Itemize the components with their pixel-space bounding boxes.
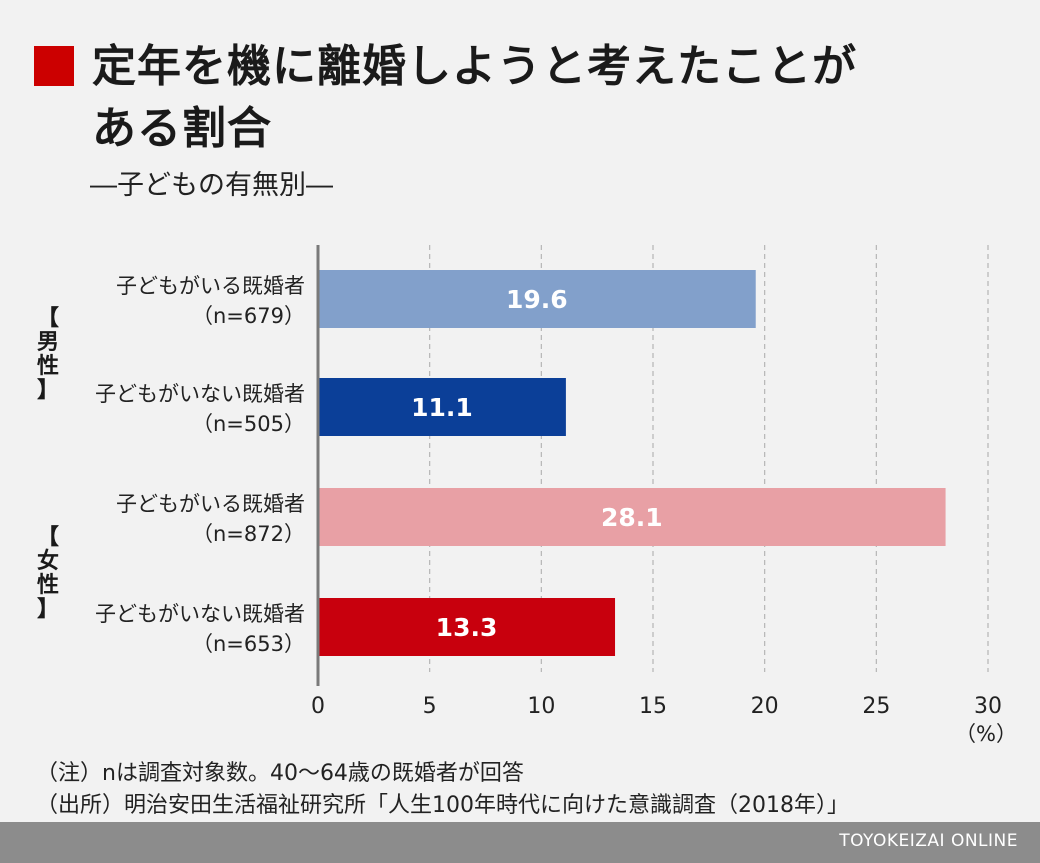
category-label: 子どもがいない既婚者 — [95, 602, 305, 626]
x-tick-label: 5 — [423, 694, 437, 719]
bar — [318, 270, 756, 328]
footer-bar: TOYOKEIZAI ONLINE — [0, 822, 1040, 863]
note-sample: （注）nは調査対象数。40〜64歳の既婚者が回答 — [36, 761, 524, 786]
bar-value-label: 11.1 — [411, 393, 473, 422]
category-sample-size: （n=679） — [192, 304, 305, 328]
title-accent-square — [34, 46, 74, 86]
chart-title: 定年を機に離婚しようと考えたことが ある割合 — [92, 41, 857, 154]
chart-subtitle: ―子どもの有無別― — [90, 170, 333, 201]
x-tick-label: 20 — [751, 694, 779, 719]
x-unit-label: （%） — [955, 722, 1017, 746]
group-label: 【男性】 — [37, 306, 59, 403]
category-label: 子どもがいない既婚者 — [95, 382, 305, 406]
group-label: 【女性】 — [37, 525, 59, 622]
note-source: （出所）明治安田生活福祉研究所「人生100年時代に向けた意識調査（2018年）」 — [36, 793, 849, 818]
bar-value-label: 19.6 — [506, 285, 568, 314]
x-tick-label: 0 — [311, 694, 325, 719]
category-sample-size: （n=505） — [192, 412, 305, 436]
bar — [318, 488, 946, 546]
bar-value-label: 28.1 — [601, 503, 663, 532]
bar — [318, 598, 616, 656]
x-tick-label: 30 — [974, 694, 1002, 719]
category-label: 子どもがいる既婚者 — [116, 492, 305, 516]
category-label: 子どもがいる既婚者 — [116, 274, 305, 298]
x-tick-label: 15 — [639, 694, 667, 719]
category-sample-size: （n=653） — [192, 632, 305, 656]
x-tick-label: 25 — [862, 694, 890, 719]
category-sample-size: （n=872） — [192, 522, 305, 546]
bar-chart: 19.6 11.1 28.1 13.3 0 5 10 15 20 25 30 （%） 子どもがいる既婚者… — [37, 245, 1017, 746]
bar — [318, 378, 566, 436]
footer-brand: TOYOKEIZAI ONLINE — [839, 831, 1018, 851]
bar-value-label: 13.3 — [436, 613, 498, 642]
x-tick-label: 10 — [527, 694, 555, 719]
